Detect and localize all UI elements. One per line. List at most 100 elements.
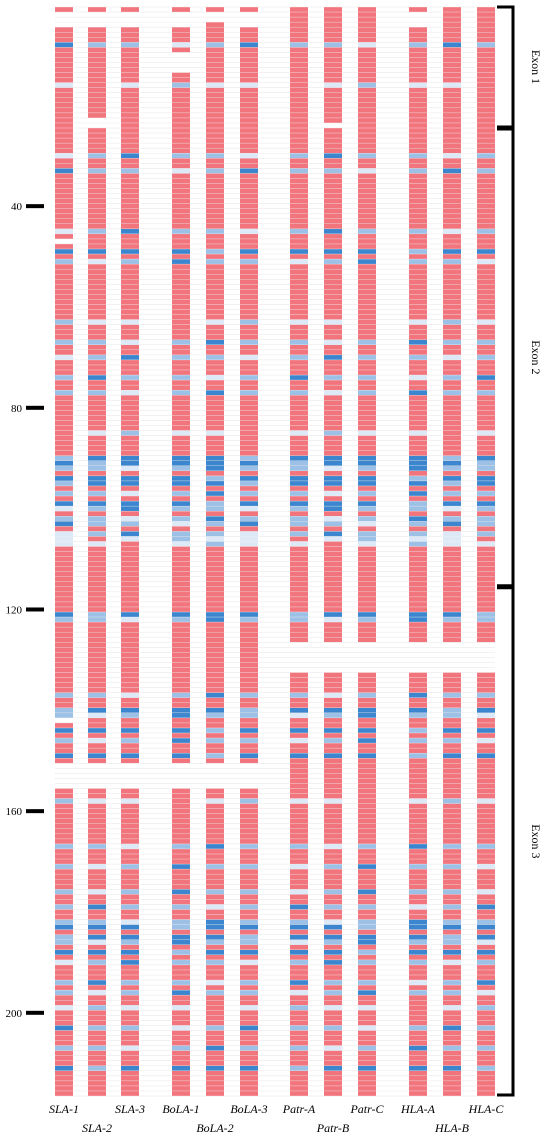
heatmap-cell <box>240 334 258 340</box>
heatmap-cell <box>206 370 224 375</box>
heatmap-cell <box>55 118 73 123</box>
heatmap-cell <box>324 360 342 365</box>
heatmap-cell <box>358 1086 376 1091</box>
heatmap-cell <box>409 995 427 1001</box>
heatmap-cell <box>477 879 495 885</box>
exon-label: Exon 2 <box>529 340 543 374</box>
heatmap-cell <box>409 793 427 799</box>
heatmap-cell <box>121 637 139 643</box>
heatmap-cell <box>290 738 308 743</box>
heatmap-cell <box>172 657 190 663</box>
heatmap-cell <box>358 193 376 199</box>
heatmap-cell <box>358 854 376 859</box>
heatmap-cell <box>88 738 106 743</box>
heatmap-cell <box>240 47 258 53</box>
heatmap-cell <box>121 576 139 582</box>
heatmap-cell <box>240 581 258 587</box>
heatmap-cell <box>206 239 224 244</box>
heatmap-cell <box>409 677 427 683</box>
heatmap-cell <box>55 637 73 643</box>
heatmap-cell <box>324 355 342 360</box>
heatmap-cell <box>240 62 258 68</box>
heatmap-cell <box>172 864 190 869</box>
heatmap-cell <box>443 763 461 769</box>
heatmap-cell <box>240 697 258 703</box>
heatmap-cell <box>172 148 190 154</box>
heatmap-cell <box>324 879 342 885</box>
heatmap-cell <box>121 612 139 617</box>
heatmap-cell <box>206 1045 224 1051</box>
heatmap-cell <box>477 506 495 511</box>
heatmap-cell <box>477 612 495 617</box>
heatmap-cell <box>121 1055 139 1061</box>
heatmap-cell <box>55 879 73 885</box>
heatmap-cell <box>290 1015 308 1021</box>
heatmap-cell <box>88 1055 106 1061</box>
heatmap-cell <box>477 188 495 194</box>
heatmap-cell <box>409 123 427 128</box>
heatmap-cell <box>409 808 427 814</box>
heatmap-cell <box>55 561 73 567</box>
heatmap-cell <box>443 622 461 627</box>
heatmap-cell <box>206 344 224 350</box>
heatmap-cell <box>290 687 308 693</box>
heatmap-cell <box>358 1045 376 1051</box>
heatmap-cell <box>206 713 224 718</box>
heatmap-cell <box>88 239 106 244</box>
heatmap-cell <box>88 965 106 970</box>
heatmap-cell <box>477 128 495 133</box>
heatmap-cell <box>55 87 73 93</box>
heatmap-cell <box>55 324 73 330</box>
heatmap-cell <box>55 1086 73 1091</box>
heatmap-cell <box>324 506 342 511</box>
heatmap-cell <box>88 390 106 396</box>
heatmap-cell <box>443 702 461 708</box>
heatmap-cell <box>290 743 308 748</box>
heatmap-cell <box>477 12 495 17</box>
y-tick-mark <box>26 204 44 209</box>
heatmap-cell <box>172 178 190 184</box>
heatmap-cell <box>443 879 461 885</box>
heatmap-cell <box>358 113 376 118</box>
heatmap-cell <box>409 617 427 622</box>
heatmap-cell <box>477 682 495 688</box>
heatmap-cell <box>290 1045 308 1051</box>
heatmap-cell <box>172 617 190 622</box>
heatmap-cell <box>121 168 139 174</box>
heatmap-cell <box>477 934 495 940</box>
heatmap-cell <box>409 556 427 562</box>
heatmap-cell <box>172 1070 190 1076</box>
heatmap-cell <box>172 970 190 975</box>
heatmap-cell <box>88 304 106 310</box>
heatmap-cell <box>324 955 342 960</box>
heatmap-cell <box>443 486 461 491</box>
heatmap-cell <box>443 435 461 441</box>
heatmap-cell <box>172 234 190 239</box>
heatmap-cell <box>121 52 139 58</box>
heatmap-cell <box>443 82 461 88</box>
heatmap-cell <box>358 758 376 764</box>
exon-label: Exon 1 <box>529 50 543 84</box>
heatmap-cell <box>324 607 342 612</box>
heatmap-cell <box>55 370 73 375</box>
heatmap-cell <box>240 223 258 229</box>
heatmap-cell <box>290 869 308 874</box>
heatmap-cell <box>55 339 73 345</box>
heatmap-cell <box>409 47 427 53</box>
heatmap-cell <box>409 153 427 159</box>
heatmap-cell <box>172 1055 190 1061</box>
heatmap-cell <box>477 521 495 527</box>
heatmap-cell <box>121 879 139 885</box>
heatmap-cell <box>409 1000 427 1006</box>
heatmap-cell <box>409 909 427 915</box>
heatmap-cell <box>88 67 106 73</box>
heatmap-cell <box>290 929 308 935</box>
heatmap-cell <box>55 844 73 849</box>
heatmap-cell <box>121 707 139 713</box>
heatmap-cell <box>290 47 308 53</box>
heatmap-cell <box>358 380 376 385</box>
heatmap-cell <box>55 420 73 426</box>
heatmap-cell <box>477 849 495 854</box>
heatmap-cell <box>358 516 376 522</box>
heatmap-cell <box>290 123 308 128</box>
